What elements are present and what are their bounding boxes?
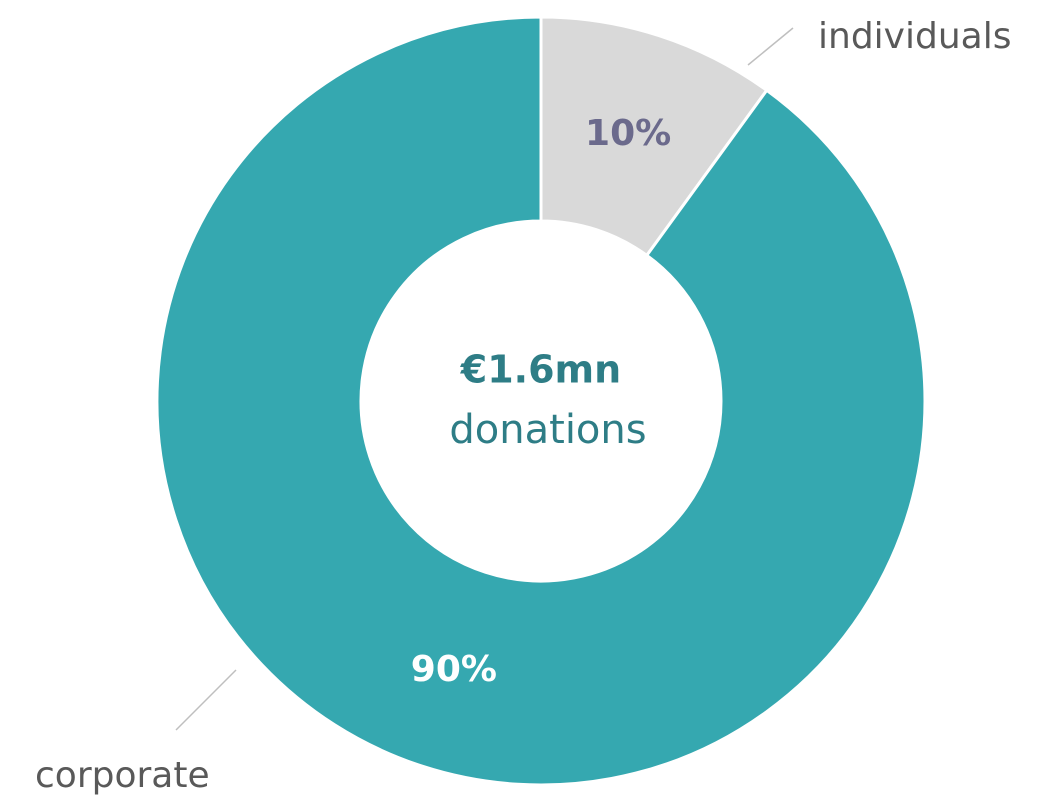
category-label: corporate [35, 755, 210, 796]
category-label: individuals [818, 16, 1011, 57]
leader-line [747, 27, 794, 66]
value-label: 10% [585, 113, 671, 154]
leader-line [175, 669, 237, 731]
center-value: €1.6mn [460, 348, 621, 392]
value-label: 90% [411, 649, 497, 690]
center-label: donations [449, 407, 646, 453]
slice [155, 15, 927, 787]
